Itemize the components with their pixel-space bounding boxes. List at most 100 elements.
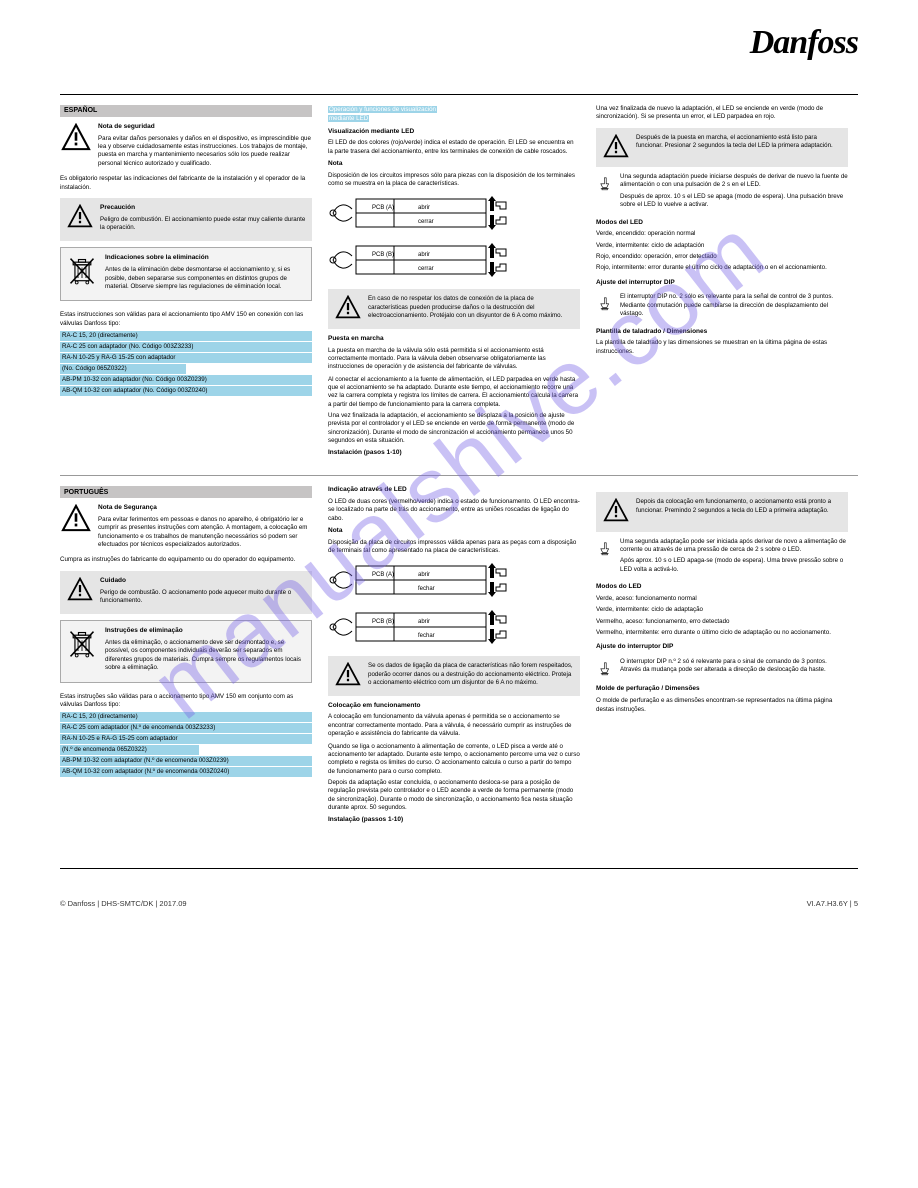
pt-note-body: Disposição da placa de circuitos impress… — [328, 539, 580, 556]
pt-dispose-box: Instruções de eliminação Antes da elimin… — [60, 620, 312, 682]
pt-note-heading: Nota — [328, 527, 580, 536]
pt-diagram-a: PCB (A) abrir fechar — [328, 560, 580, 603]
pt-m3: Vermelho, aceso: funcionamento, erro det… — [596, 618, 848, 626]
es-c3-caution-body: Después de la puesta en marcha, el accio… — [636, 134, 842, 151]
es-safety-title: Nota de seguridad — [98, 123, 312, 132]
footer: © Danfoss | DHS-SMTC/DK | 2017.09 VI.A7.… — [60, 899, 858, 908]
es-c3-synch: Una vez finalizada de nuevo la adaptació… — [596, 105, 848, 122]
pt-hand-note2: O interruptor DIP n.º 2 só é relevante p… — [596, 658, 848, 679]
pt-col3: Depois da colocação em funcionamento, o … — [596, 486, 848, 828]
es-link2[interactable]: RA-C 25 con adaptador (No. Código 003Z32… — [60, 342, 312, 352]
es-links-intro: Estas instrucciones son válidas para el … — [60, 311, 312, 328]
pt-col2: Indicação através de LED O LED de duas c… — [328, 486, 580, 828]
pt-commission-title: Colocação em funcionamento — [328, 702, 580, 711]
svg-text:PCB (B): PCB (B) — [372, 252, 394, 258]
es-dip-title: Ajuste del interruptor DIP — [596, 279, 848, 288]
pt-link6[interactable]: AB-QM 10-32 com adaptador (N.º de encome… — [60, 767, 312, 777]
diag-label: PCB (A) — [372, 205, 394, 211]
pt-diagram-b: PCB (B) abrir fechar — [328, 607, 580, 650]
hand-point-icon — [596, 658, 614, 679]
es-commission-title: Puesta en marcha — [328, 335, 580, 344]
pt-install-sub: Instalação (passos 1-10) — [328, 816, 580, 825]
es-note-heading: Nota — [328, 160, 580, 169]
es-dispose-title: Indicaciones sobre la eliminación — [105, 254, 305, 263]
pt-link3[interactable]: RA-N 10-25 e RA-G 15-25 com adaptador — [60, 734, 312, 744]
es-hand-note1: Una segunda adaptación puede iniciarse d… — [596, 173, 848, 212]
pt-install-p1: Quando se liga o accionamento à alimenta… — [328, 743, 580, 776]
svg-text:abrir: abrir — [418, 572, 430, 578]
footer-right: VI.A7.H3.6Y | 5 — [807, 899, 858, 908]
es-caution-title: Precaución — [100, 204, 306, 213]
es-header-link-l2[interactable]: mediante LED — [328, 115, 369, 122]
es-link6[interactable]: AB-QM 10-32 con adaptador (No. Código 00… — [60, 386, 312, 396]
pt-dims-body: O molde de perfuração e as dimensões enc… — [596, 697, 848, 714]
pt-link4[interactable]: (N.º de encomenda 065Z0322) — [60, 745, 199, 755]
pt-dispose-title: Instruções de eliminação — [105, 627, 305, 636]
pt-caution-box: Cuidado Perigo de combustão. O accioname… — [60, 571, 312, 614]
mid-rule — [60, 475, 858, 476]
svg-text:PCB (B): PCB (B) — [372, 619, 394, 625]
warning-triangle-icon — [60, 123, 92, 154]
pt-hand-note1: Uma segunda adaptação pode ser iniciada … — [596, 538, 848, 577]
pt-m4: Vermelho, intermitente: erro durante o ú… — [596, 629, 848, 637]
warning-triangle-icon — [334, 295, 362, 322]
pt-safety-body: Para evitar ferimentos em pessoas e dano… — [98, 516, 312, 549]
pt-safety-title: Nota de Segurança — [98, 504, 312, 513]
es-link5[interactable]: AB-PM 10-32 con adaptador (No. Código 00… — [60, 375, 312, 385]
es-m2: Verde, intermitente: ciclo de adaptación — [596, 242, 848, 250]
warning-triangle-icon — [334, 662, 362, 689]
es-safety-body2: Es obligatorio respetar las indicaciones… — [60, 175, 312, 192]
pt-hand-note1b-text: Após aprox. 10 s o LED apaga-se (modo de… — [620, 557, 848, 574]
es-safety-body: Para evitar daños personales y daños en … — [98, 135, 312, 168]
es-hand-note2: El interruptor DIP no. 2 sólo es relevan… — [596, 293, 848, 321]
no-bin-icon — [67, 627, 97, 664]
es-install-p2: Una vez finalizada la adaptación, el acc… — [328, 412, 580, 445]
es-link4[interactable]: (No. Código 065Z0322) — [60, 364, 186, 374]
pt-dispose-body: Antes da eliminação, o accionamento deve… — [105, 639, 305, 672]
es-link3[interactable]: RA-N 10-25 y RA-G 15-25 con adaptador — [60, 353, 312, 363]
pt-hand-note2-text: O interruptor DIP n.º 2 só é relevante p… — [620, 658, 848, 675]
pt-dims-title: Molde de perfuração / Dimensões — [596, 685, 848, 694]
svg-text:cerrar: cerrar — [418, 266, 434, 272]
es-col1: ESPAÑOL Nota de seguridad Para evitar da… — [60, 105, 312, 461]
hand-point-icon — [596, 538, 614, 559]
svg-text:PCB (A): PCB (A) — [372, 572, 394, 578]
es-valve-links: RA-C 15, 20 (directamente) RA-C 25 con a… — [60, 331, 312, 396]
es-header-link-l1[interactable]: Operación y funciones de visualización — [328, 106, 437, 113]
es-m1: Verde, encendido: operación normal — [596, 230, 848, 238]
pt-dip-title: Ajuste do interruptor DIP — [596, 643, 848, 652]
section-es: ESPAÑOL Nota de seguridad Para evitar da… — [60, 105, 858, 461]
pt-link5[interactable]: AB-PM 10-32 com adaptador (N.º de encome… — [60, 756, 312, 766]
pt-safety-body2: Cumpra as instruções do fabricante do eq… — [60, 556, 312, 564]
pt-caution-title: Cuidado — [100, 577, 306, 586]
es-col3: Una vez finalizada de nuevo la adaptació… — [596, 105, 848, 461]
es-modes-title: Modos del LED — [596, 219, 848, 228]
svg-text:abrir: abrir — [418, 619, 430, 625]
es-c3-caution-box: Después de la puesta en marcha, el accio… — [596, 128, 848, 167]
section-pt: PORTUGUÊS Nota de Segurança Para evitar … — [60, 486, 858, 828]
es-link1[interactable]: RA-C 15, 20 (directamente) — [60, 331, 312, 341]
es-col2: Operación y funciones de visualización m… — [328, 105, 580, 461]
svg-text:abrir: abrir — [418, 205, 430, 211]
es-header-link[interactable]: Operación y funciones de visualización m… — [328, 105, 580, 124]
pt-link2[interactable]: RA-C 25 com adaptador (N.º de encomenda … — [60, 723, 312, 733]
pt-commission-body: A colocação em funcionamento da válvula … — [328, 713, 580, 738]
top-rule — [60, 94, 858, 95]
pt-c2-caution-body: Se os dados de ligação da placa de carac… — [368, 662, 574, 687]
hand-point-icon — [596, 293, 614, 314]
svg-text:fechar: fechar — [418, 633, 435, 639]
pt-col1: PORTUGUÊS Nota de Segurança Para evitar … — [60, 486, 312, 828]
warning-triangle-icon — [60, 504, 92, 535]
warning-triangle-icon — [66, 204, 94, 231]
pt-m2: Verde, intermitente: ciclo de adaptação — [596, 606, 848, 614]
es-commission-body: La puesta en marcha de la válvula sólo e… — [328, 347, 580, 372]
es-diagram-a: PCB (A) abrir cerrar — [328, 193, 580, 236]
pt-caution-body: Perigo de combustão. O accionamento pode… — [100, 589, 306, 606]
warning-triangle-icon — [66, 577, 94, 604]
es-dims-body: La plantilla de taladrado y las dimensio… — [596, 339, 848, 356]
pt-links-intro: Estas instruções são válidas para o acci… — [60, 693, 312, 710]
pt-c3-caution-box: Depois da colocação em funcionamento, o … — [596, 492, 848, 531]
pt-link1[interactable]: RA-C 15, 20 (directamente) — [60, 712, 312, 722]
es-m3: Rojo, encendido: operación, error detect… — [596, 253, 848, 261]
pt-valve-links: RA-C 15, 20 (directamente) RA-C 25 com a… — [60, 712, 312, 777]
